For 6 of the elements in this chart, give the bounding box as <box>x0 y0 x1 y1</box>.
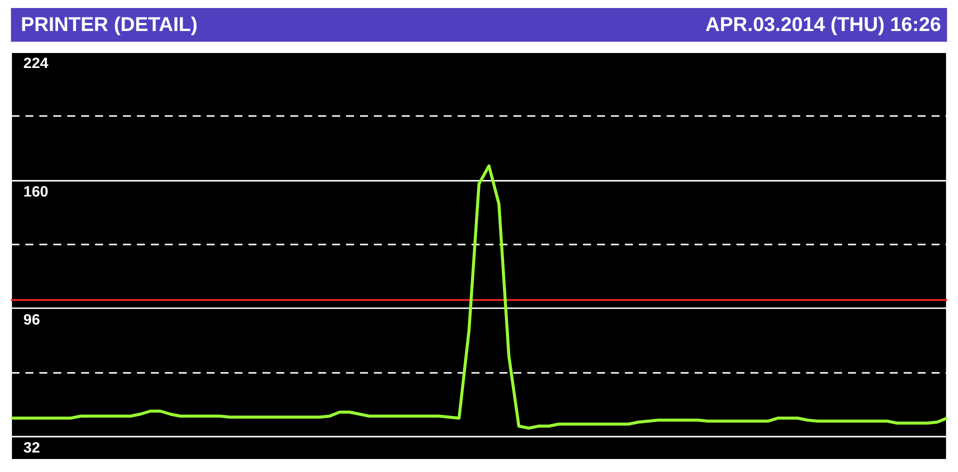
text: APR.03.2014 (THU) 16:26 <box>705 14 942 36</box>
chart-title: PRINTER (DETAIL) <box>20 14 198 36</box>
y-tick-label: 96 <box>23 311 40 328</box>
y-tick-label: 160 <box>23 183 48 200</box>
y-tick-label: 32 <box>23 440 40 457</box>
y-tick-label: 224 <box>23 55 49 72</box>
